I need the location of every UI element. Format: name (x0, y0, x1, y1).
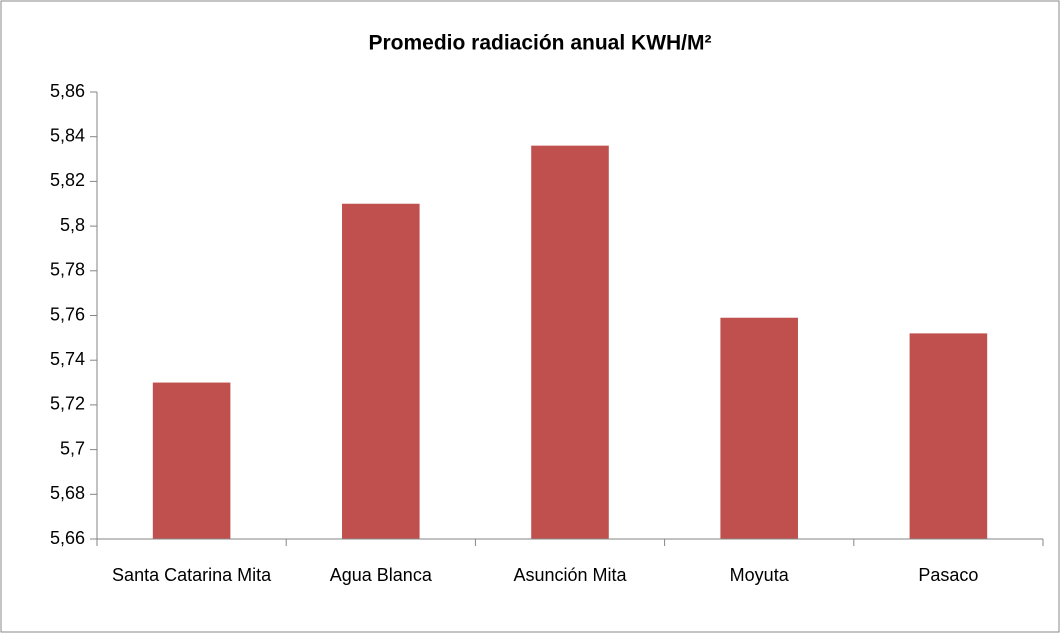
y-tick-label: 5,78 (50, 260, 85, 280)
chart-title: Promedio radiación anual KWH/M² (368, 32, 711, 55)
x-tick-label: Pasaco (918, 565, 979, 585)
bar (720, 317, 798, 539)
y-tick-label: 5,86 (50, 81, 85, 101)
y-tick-label: 5,72 (50, 394, 85, 414)
x-tick-label: Santa Catarina Mita (112, 565, 272, 585)
bar (909, 333, 988, 539)
y-tick-label: 5,74 (50, 349, 85, 369)
x-tick-label: Asunción Mita (513, 565, 627, 585)
y-tick-label: 5,84 (50, 125, 85, 145)
y-tick-label: 5,7 (60, 438, 85, 458)
y-tick-label: 5,76 (50, 304, 85, 324)
x-tick-label: Agua Blanca (329, 565, 432, 585)
y-tick-label: 5,8 (60, 215, 85, 235)
bar (342, 203, 420, 539)
x-tick-label: Moyuta (729, 565, 789, 585)
y-tick-label: 5,66 (50, 528, 85, 548)
bar (152, 382, 231, 539)
y-tick-label: 5,82 (50, 170, 85, 190)
bar (531, 145, 609, 539)
y-tick-label: 5,68 (50, 483, 85, 503)
